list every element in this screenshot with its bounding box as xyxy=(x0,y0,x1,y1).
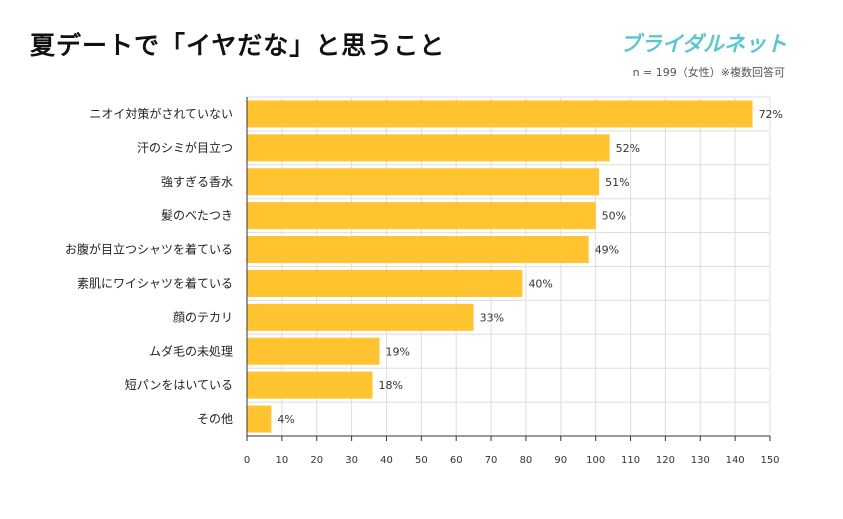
x-tick-label: 140 xyxy=(726,455,745,466)
x-tick-label: 50 xyxy=(415,455,428,466)
category-label: その他 xyxy=(197,412,233,426)
x-tick-label: 130 xyxy=(691,455,710,466)
data-label: 40% xyxy=(528,277,552,290)
category-label: 短パンをはいている xyxy=(125,378,233,392)
bar xyxy=(247,371,373,399)
x-tick-label: 120 xyxy=(656,455,675,466)
sample-note: n = 199（女性）※複数回答可 xyxy=(632,66,785,79)
x-tick-label: 20 xyxy=(310,455,323,466)
x-tick-label: 110 xyxy=(621,455,640,466)
x-tick-label: 40 xyxy=(380,455,393,466)
x-tick-label: 150 xyxy=(760,455,779,466)
data-label: 4% xyxy=(277,413,294,426)
bar xyxy=(247,134,610,162)
x-tick-label: 10 xyxy=(275,455,288,466)
x-tick-label: 80 xyxy=(520,455,533,466)
category-label: ニオイ対策がされていない xyxy=(89,106,233,121)
x-tick-label: 100 xyxy=(586,455,605,466)
bar xyxy=(247,100,753,128)
bar xyxy=(247,303,474,331)
category-label: 強すぎる香水 xyxy=(161,175,233,189)
data-label: 33% xyxy=(480,311,504,324)
category-label: 髪のベたつき xyxy=(161,209,233,223)
data-label: 51% xyxy=(605,176,629,189)
data-label: 72% xyxy=(759,108,783,121)
bar xyxy=(247,337,380,365)
category-label: お腹が目立つシャツを着ている xyxy=(65,242,233,257)
category-label: 顔のテカリ xyxy=(173,309,233,324)
x-tick-label: 60 xyxy=(450,455,463,466)
x-tick-label: 30 xyxy=(345,455,358,466)
data-label: 50% xyxy=(602,210,626,223)
brand-logo: ブライダルネット xyxy=(619,32,787,56)
x-tick-label: 0 xyxy=(244,455,250,466)
category-label: ムダ毛の未処理 xyxy=(149,343,233,358)
x-tick-label: 90 xyxy=(554,455,567,466)
chart-title: 夏デートで「イヤだな」と思うこと xyxy=(30,31,446,60)
data-label: 52% xyxy=(616,142,640,155)
data-label: 49% xyxy=(595,244,619,257)
category-label: 汗のシミが目立つ xyxy=(137,140,233,155)
bar xyxy=(247,202,596,230)
data-label: 18% xyxy=(379,379,403,392)
bar xyxy=(247,269,523,297)
bar xyxy=(247,236,589,264)
x-tick-label: 70 xyxy=(485,455,498,466)
bar xyxy=(247,405,272,433)
category-label: 素肌にワイシャツを着ている xyxy=(77,275,233,290)
data-label: 19% xyxy=(385,345,409,358)
bar xyxy=(247,168,600,196)
